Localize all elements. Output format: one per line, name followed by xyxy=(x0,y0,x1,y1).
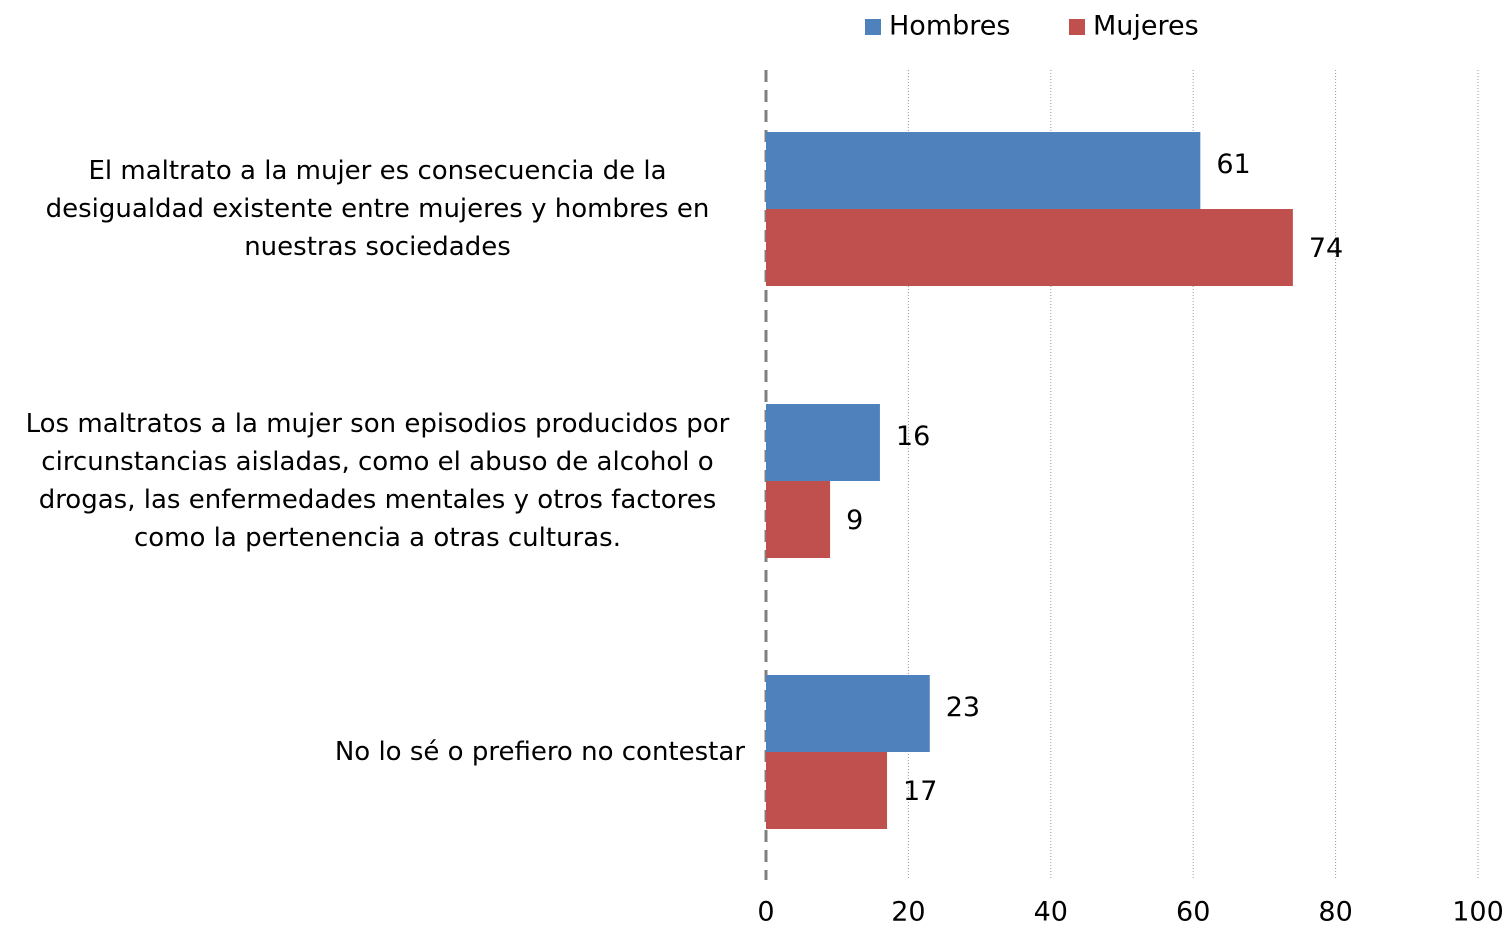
bar xyxy=(766,404,880,481)
legend-swatch xyxy=(1069,19,1085,35)
x-tick-label: 0 xyxy=(757,897,774,928)
category-label: El maltrato a la mujer es consecuencia d… xyxy=(45,156,710,262)
bar xyxy=(766,132,1201,209)
legend-label: Mujeres xyxy=(1093,11,1199,42)
category-label-box: Los maltratos a la mujer son episodios p… xyxy=(0,405,745,557)
x-tick-label: 40 xyxy=(1034,897,1068,928)
value-label: 17 xyxy=(903,776,937,807)
legend-swatch xyxy=(865,19,881,35)
value-label: 74 xyxy=(1309,233,1343,264)
category-label: No lo sé o prefiero no contestar xyxy=(334,737,745,767)
x-tick-label: 100 xyxy=(1452,897,1504,928)
value-label: 61 xyxy=(1216,149,1250,180)
value-label: 16 xyxy=(896,421,930,452)
bar xyxy=(766,209,1293,286)
x-tick-label: 80 xyxy=(1318,897,1352,928)
legend-label: Hombres xyxy=(889,11,1010,42)
x-tick-label: 60 xyxy=(1176,897,1210,928)
bar xyxy=(766,752,888,829)
value-label: 9 xyxy=(846,505,863,536)
category-label-box: No lo sé o prefiero no contestar xyxy=(0,733,745,771)
bar xyxy=(766,481,831,558)
bar xyxy=(766,675,930,752)
category-label: Los maltratos a la mujer son episodios p… xyxy=(25,409,730,553)
category-label-box: El maltrato a la mujer es consecuencia d… xyxy=(0,152,745,266)
value-label: 23 xyxy=(946,692,980,723)
x-tick-label: 20 xyxy=(891,897,925,928)
